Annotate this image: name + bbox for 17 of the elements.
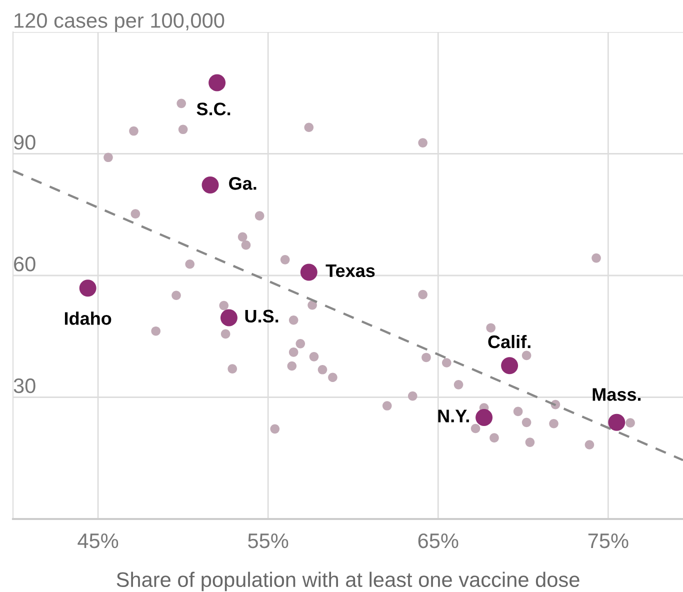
annotation: N.Y. bbox=[438, 410, 469, 422]
y-tick-label: 30 bbox=[14, 378, 36, 394]
x-tick-label: 55% bbox=[248, 534, 288, 548]
y-tick-label: 120 cases per 100,000 bbox=[14, 13, 224, 32]
annotation: S.C. bbox=[196, 102, 230, 116]
y-tick-label: 60 bbox=[14, 256, 36, 272]
x-tick-label: 45% bbox=[78, 534, 118, 548]
y-tick-label: 90 bbox=[14, 134, 36, 150]
annotation: Idaho bbox=[64, 312, 112, 325]
annotation: Texas bbox=[326, 264, 375, 278]
annotation: Mass. bbox=[592, 388, 641, 401]
annotation: Ga. bbox=[229, 177, 256, 190]
x-tick-label: 65% bbox=[418, 533, 458, 548]
x-tick-label: 75% bbox=[588, 534, 628, 548]
annotation: U.S. bbox=[245, 310, 278, 323]
annotation: Calif. bbox=[488, 334, 530, 348]
x-axis-title: Share of population with at least one vaccine dose bbox=[116, 572, 580, 592]
